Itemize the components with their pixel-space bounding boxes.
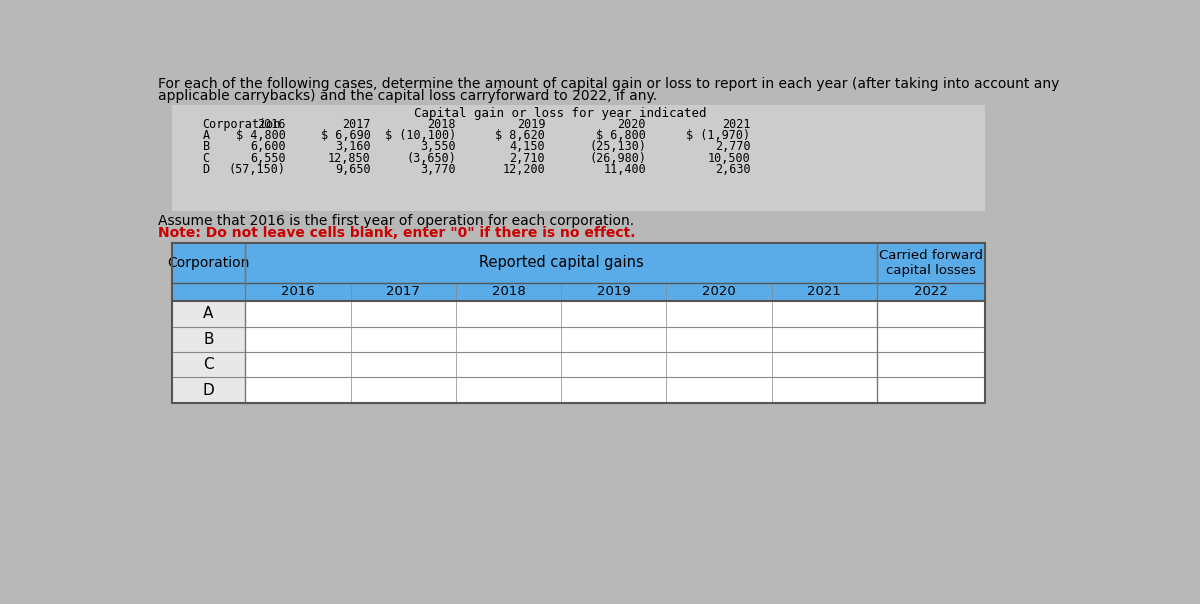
Text: A: A: [203, 306, 214, 321]
Text: $ 6,690: $ 6,690: [322, 129, 371, 142]
Text: 2017: 2017: [342, 118, 371, 131]
Text: 4,150: 4,150: [510, 140, 545, 153]
Text: Capital gain or loss for year indicated: Capital gain or loss for year indicated: [414, 107, 707, 120]
Text: $ 8,620: $ 8,620: [496, 129, 545, 142]
Text: 2018: 2018: [492, 286, 526, 298]
Text: Assume that 2016 is the first year of operation for each corporation.: Assume that 2016 is the first year of op…: [157, 214, 634, 228]
Bar: [172, 327, 985, 352]
Text: 2021: 2021: [722, 118, 751, 131]
Text: applicable carrybacks) and the capital loss carryforward to 2022, if any.: applicable carrybacks) and the capital l…: [157, 89, 656, 103]
Text: 2016: 2016: [281, 286, 314, 298]
Text: $ (10,100): $ (10,100): [385, 129, 456, 142]
Text: 2,710: 2,710: [510, 152, 545, 165]
Text: Reported capital gains: Reported capital gains: [479, 255, 643, 270]
Text: (57,150): (57,150): [229, 163, 286, 176]
Text: Note: Do not leave cells blank, enter "0" if there is no effect.: Note: Do not leave cells blank, enter "0…: [157, 226, 635, 240]
Text: 2,630: 2,630: [715, 163, 751, 176]
Text: 6,550: 6,550: [250, 152, 286, 165]
Text: 3,550: 3,550: [420, 140, 456, 153]
Text: 12,850: 12,850: [328, 152, 371, 165]
Text: 2017: 2017: [386, 286, 420, 298]
Text: (3,650): (3,650): [407, 152, 456, 165]
Text: 2019: 2019: [596, 286, 631, 298]
Bar: [172, 243, 985, 403]
Text: D: D: [203, 163, 210, 176]
Bar: [172, 301, 245, 327]
Text: $ 4,800: $ 4,800: [235, 129, 286, 142]
Text: 2020: 2020: [618, 118, 646, 131]
Text: Carried forward
capital losses: Carried forward capital losses: [880, 249, 983, 277]
Text: 12,200: 12,200: [503, 163, 545, 176]
Text: (25,130): (25,130): [589, 140, 646, 153]
Text: 9,650: 9,650: [335, 163, 371, 176]
Text: D: D: [203, 382, 215, 397]
Bar: [172, 378, 245, 403]
Text: 2020: 2020: [702, 286, 736, 298]
Text: 6,600: 6,600: [250, 140, 286, 153]
Text: 2022: 2022: [914, 286, 948, 298]
Text: 2016: 2016: [257, 118, 286, 131]
Text: 3,160: 3,160: [335, 140, 371, 153]
Text: B: B: [203, 140, 210, 153]
Text: 2018: 2018: [427, 118, 456, 131]
Text: A: A: [203, 129, 210, 142]
Bar: [172, 352, 245, 378]
Text: 2,770: 2,770: [715, 140, 751, 153]
Bar: [172, 378, 985, 403]
Text: Corporation: Corporation: [203, 118, 281, 131]
Bar: [172, 352, 985, 378]
Text: C: C: [203, 152, 210, 165]
Text: $ 6,800: $ 6,800: [596, 129, 646, 142]
Text: (26,980): (26,980): [589, 152, 646, 165]
Text: 11,400: 11,400: [604, 163, 646, 176]
Text: 3,770: 3,770: [420, 163, 456, 176]
Text: 10,500: 10,500: [708, 152, 751, 165]
Bar: [172, 105, 985, 211]
Bar: [172, 243, 985, 301]
Text: C: C: [203, 357, 214, 372]
Bar: [172, 327, 245, 352]
Text: For each of the following cases, determine the amount of capital gain or loss to: For each of the following cases, determi…: [157, 77, 1060, 91]
Text: Corporation: Corporation: [167, 255, 250, 269]
Text: $ (1,970): $ (1,970): [686, 129, 751, 142]
Text: 2021: 2021: [808, 286, 841, 298]
Text: 2019: 2019: [517, 118, 545, 131]
Bar: [172, 301, 985, 327]
Text: B: B: [203, 332, 214, 347]
